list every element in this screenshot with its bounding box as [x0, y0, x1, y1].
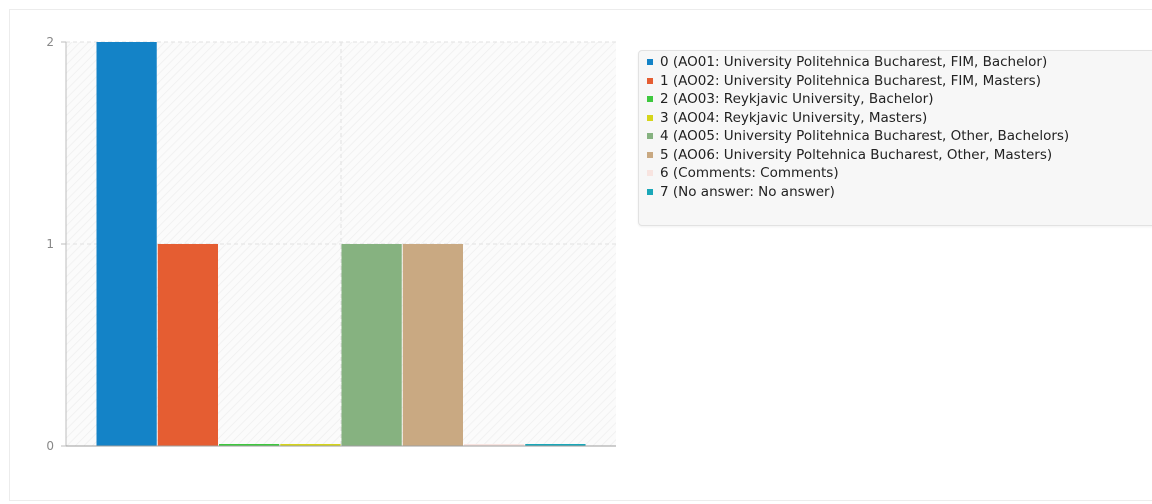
legend-item[interactable]: 4 (AO05: University Politehnica Buchares…: [647, 127, 1152, 146]
legend-label: 4 (AO05: University Politehnica Buchares…: [660, 128, 1070, 145]
bar: [219, 444, 280, 446]
bar: [157, 244, 218, 446]
legend-swatch: [647, 96, 653, 103]
legend-item[interactable]: 6 (Comments: Comments): [647, 164, 1152, 183]
legend-label: 0 (AO01: University Politehnica Buchares…: [660, 54, 1048, 71]
legend-item[interactable]: 1 (AO02: University Politehnica Buchares…: [647, 72, 1152, 91]
legend-swatch: [647, 188, 653, 195]
legend-item[interactable]: 7 (No answer: No answer): [647, 183, 1152, 202]
bar: [96, 42, 157, 446]
bar: [341, 244, 402, 446]
bar: [402, 244, 463, 446]
y-tick-label: 2: [46, 35, 54, 49]
legend-label: 2 (AO03: Reykjavic University, Bachelor): [660, 91, 934, 108]
bar: [464, 444, 525, 446]
legend-swatch: [647, 170, 653, 177]
legend-label: 7 (No answer: No answer): [660, 183, 835, 200]
bar-chart: 0 1 2: [46, 35, 616, 453]
bar: [280, 444, 341, 446]
legend-item[interactable]: 5 (AO06: University Poltehnica Bucharest…: [647, 146, 1152, 165]
legend-label: 3 (AO04: Reykjavic University, Masters): [660, 109, 928, 126]
y-tick-label: 0: [46, 439, 54, 453]
legend-swatch: [647, 133, 653, 140]
legend-label: 5 (AO06: University Poltehnica Bucharest…: [660, 146, 1053, 163]
chart-panel: 0 1 2 0 (AO01: University Politehnica Buch…: [9, 9, 1152, 501]
legend-swatch: [647, 114, 653, 121]
legend-item[interactable]: 3 (AO04: Reykjavic University, Masters): [647, 109, 1152, 128]
legend-swatch: [647, 59, 653, 66]
legend-item[interactable]: 0 (AO01: University Politehnica Buchares…: [647, 53, 1152, 72]
chart-legend: 0 (AO01: University Politehnica Buchares…: [638, 50, 1152, 226]
legend-swatch: [647, 151, 653, 158]
legend-label: 6 (Comments: Comments): [660, 165, 839, 182]
bar: [525, 444, 586, 446]
legend-label: 1 (AO02: University Politehnica Buchares…: [660, 72, 1041, 89]
y-tick-label: 1: [46, 237, 54, 251]
legend-item[interactable]: 2 (AO03: Reykjavic University, Bachelor): [647, 90, 1152, 109]
legend-swatch: [647, 77, 653, 84]
